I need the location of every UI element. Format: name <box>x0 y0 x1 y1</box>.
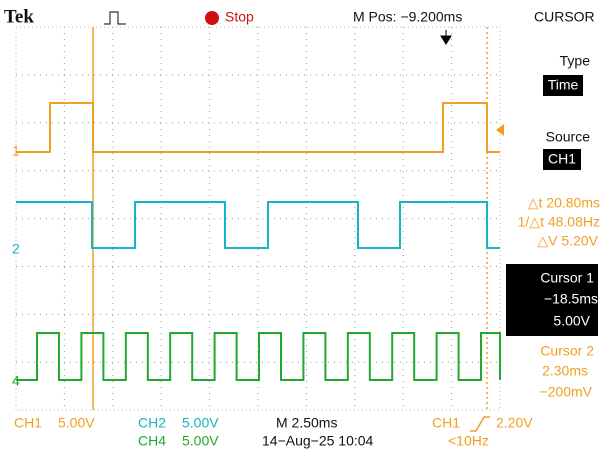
ch2-label: CH2 <box>138 415 166 431</box>
inverse-delta-t: 1/△t 48.08Hz <box>518 214 600 230</box>
cursor-2-title: Cursor 2 <box>540 343 594 359</box>
ch2-marker: 2 <box>12 241 20 257</box>
cursor-1-volt: 5.00V <box>553 313 590 329</box>
ch1-scale: 5.00V <box>58 415 95 431</box>
frequency: <10Hz <box>448 433 489 449</box>
ch2-scale: 5.00V <box>182 415 219 431</box>
position: M Pos: −9.200ms <box>353 9 462 25</box>
source-label: Source <box>546 129 591 145</box>
stop-dot <box>205 11 219 25</box>
ch1-marker: 1 <box>12 143 20 159</box>
brand: Tek <box>4 6 34 27</box>
cursor-1-title: Cursor 1 <box>540 270 594 286</box>
source-value: CH1 <box>548 151 576 167</box>
datetime: 14−Aug−25 10:04 <box>262 433 374 449</box>
type-label: Type <box>560 53 591 69</box>
background <box>0 0 602 458</box>
timebase: M 2.50ms <box>276 415 337 431</box>
scope-screen: Tek Stop M Pos: −9.200ms CURSOR 1 2 4 Ty… <box>0 0 602 458</box>
trigger-level-text: 2.20V <box>496 415 533 431</box>
trigger-source: CH1 <box>432 415 460 431</box>
delta-t: △t 20.80ms <box>528 195 600 211</box>
ch1-label: CH1 <box>14 415 42 431</box>
cursor-1-time: −18.5ms <box>544 291 598 307</box>
ch4-label: CH4 <box>138 433 166 449</box>
ch4-scale: 5.00V <box>182 433 219 449</box>
status: Stop <box>225 9 254 25</box>
menu-title: CURSOR <box>534 9 595 25</box>
ch4-marker: 4 <box>12 373 20 389</box>
delta-v: △V 5.20V <box>537 233 598 249</box>
cursor-2-time: 2.30ms <box>542 363 588 379</box>
type-value: Time <box>548 77 579 93</box>
cursor-2-volt: −200mV <box>539 384 592 400</box>
